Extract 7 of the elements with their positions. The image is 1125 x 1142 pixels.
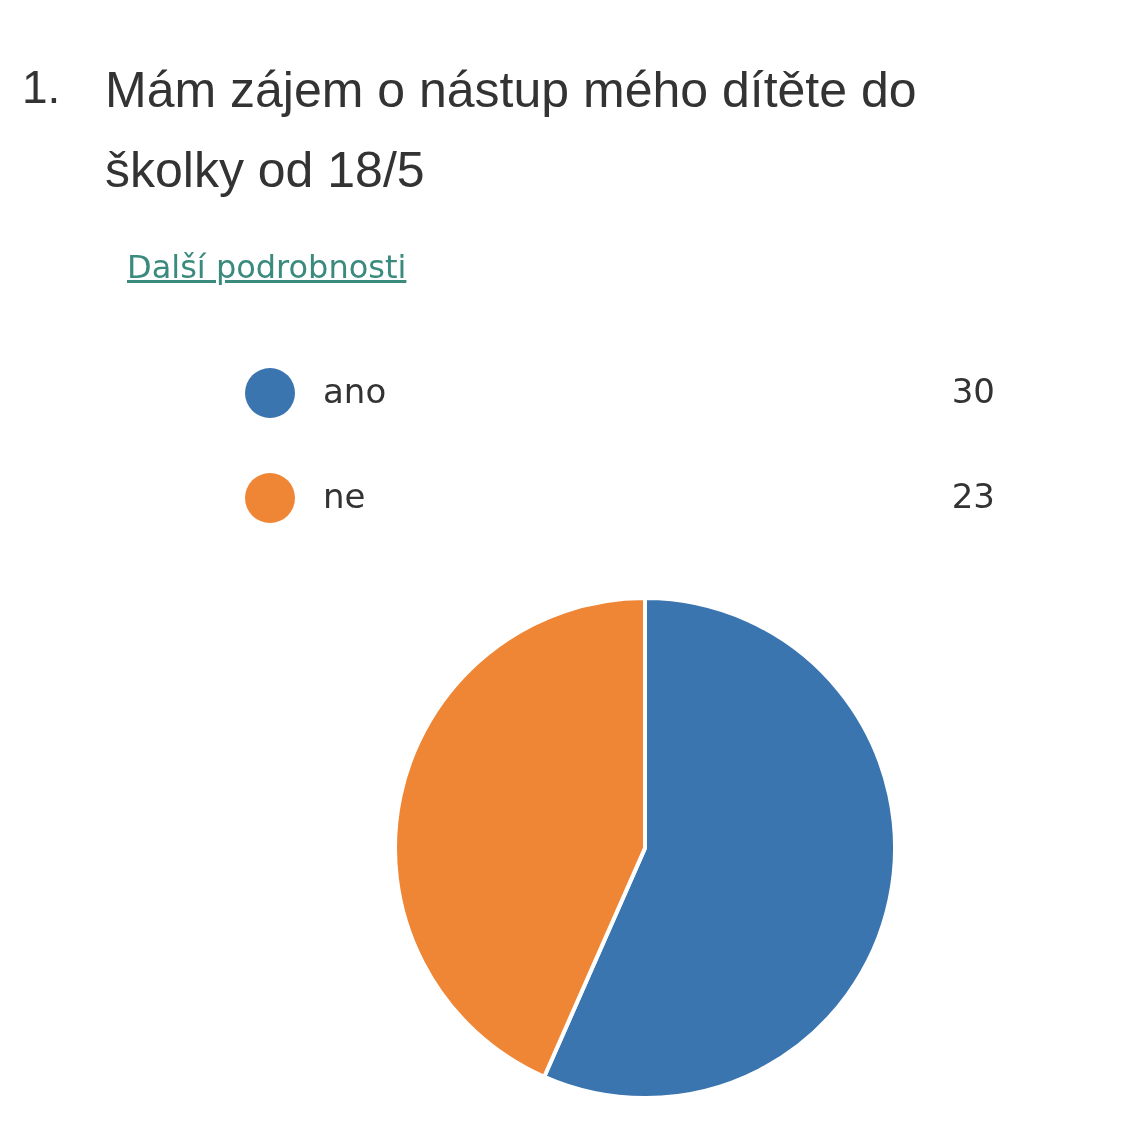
data-label: 30 <box>951 371 995 411</box>
legend-label: ano <box>323 371 387 411</box>
text: Další podrobnosti <box>127 248 407 286</box>
legend-label: ne <box>323 476 366 516</box>
chart-title: Mám zájem o nástup mého dítěte do školky od 18/5 <box>105 61 918 200</box>
data-label: 23 <box>951 476 995 516</box>
text: 1. <box>22 60 61 114</box>
